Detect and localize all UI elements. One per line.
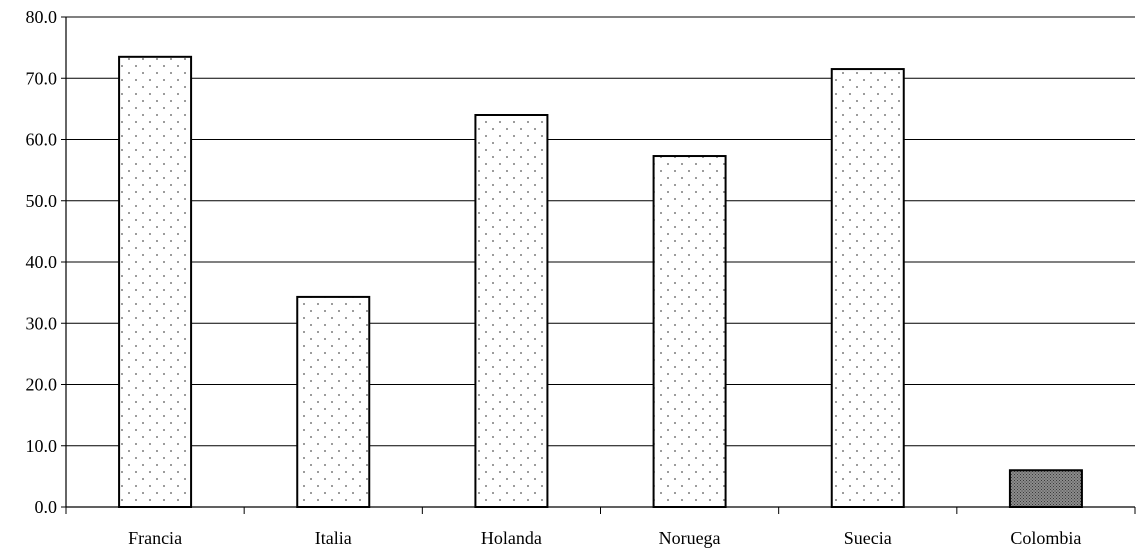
bar-francia [118,55,193,508]
bars [118,55,1083,508]
y-tick-label: 60.0 [26,130,58,150]
y-tick-label: 70.0 [26,68,58,88]
y-tick-label: 10.0 [26,436,58,456]
bar-colombia [1008,469,1083,508]
x-tick-label: Holanda [481,528,542,548]
y-tick-label: 40.0 [26,252,58,272]
y-tick-label: 30.0 [26,313,58,333]
y-tick-label: 50.0 [26,191,58,211]
bar-holanda [474,114,549,508]
gridlines [66,16,1135,447]
axes [61,16,1136,514]
x-tick-label: Noruega [659,528,721,548]
x-tick-label: Francia [128,528,182,548]
y-tick-labels: 0.0 10.0 20.0 30.0 40.0 50.0 60.0 70.0 80.0 [26,7,58,517]
x-tick-label: Colombia [1010,528,1081,548]
x-tick-labels: Francia Italia Holanda Noruega Suecia Colombi… [128,528,1081,548]
bar-suecia [830,68,905,508]
bar-noruega [652,155,727,508]
y-tick-label: 20.0 [26,375,58,395]
y-tick-label: 0.0 [35,497,58,517]
y-tick-label: 80.0 [26,7,58,27]
bar-italia [296,295,371,508]
x-tick-label: Suecia [844,528,892,548]
x-tick-label: Italia [315,528,352,548]
